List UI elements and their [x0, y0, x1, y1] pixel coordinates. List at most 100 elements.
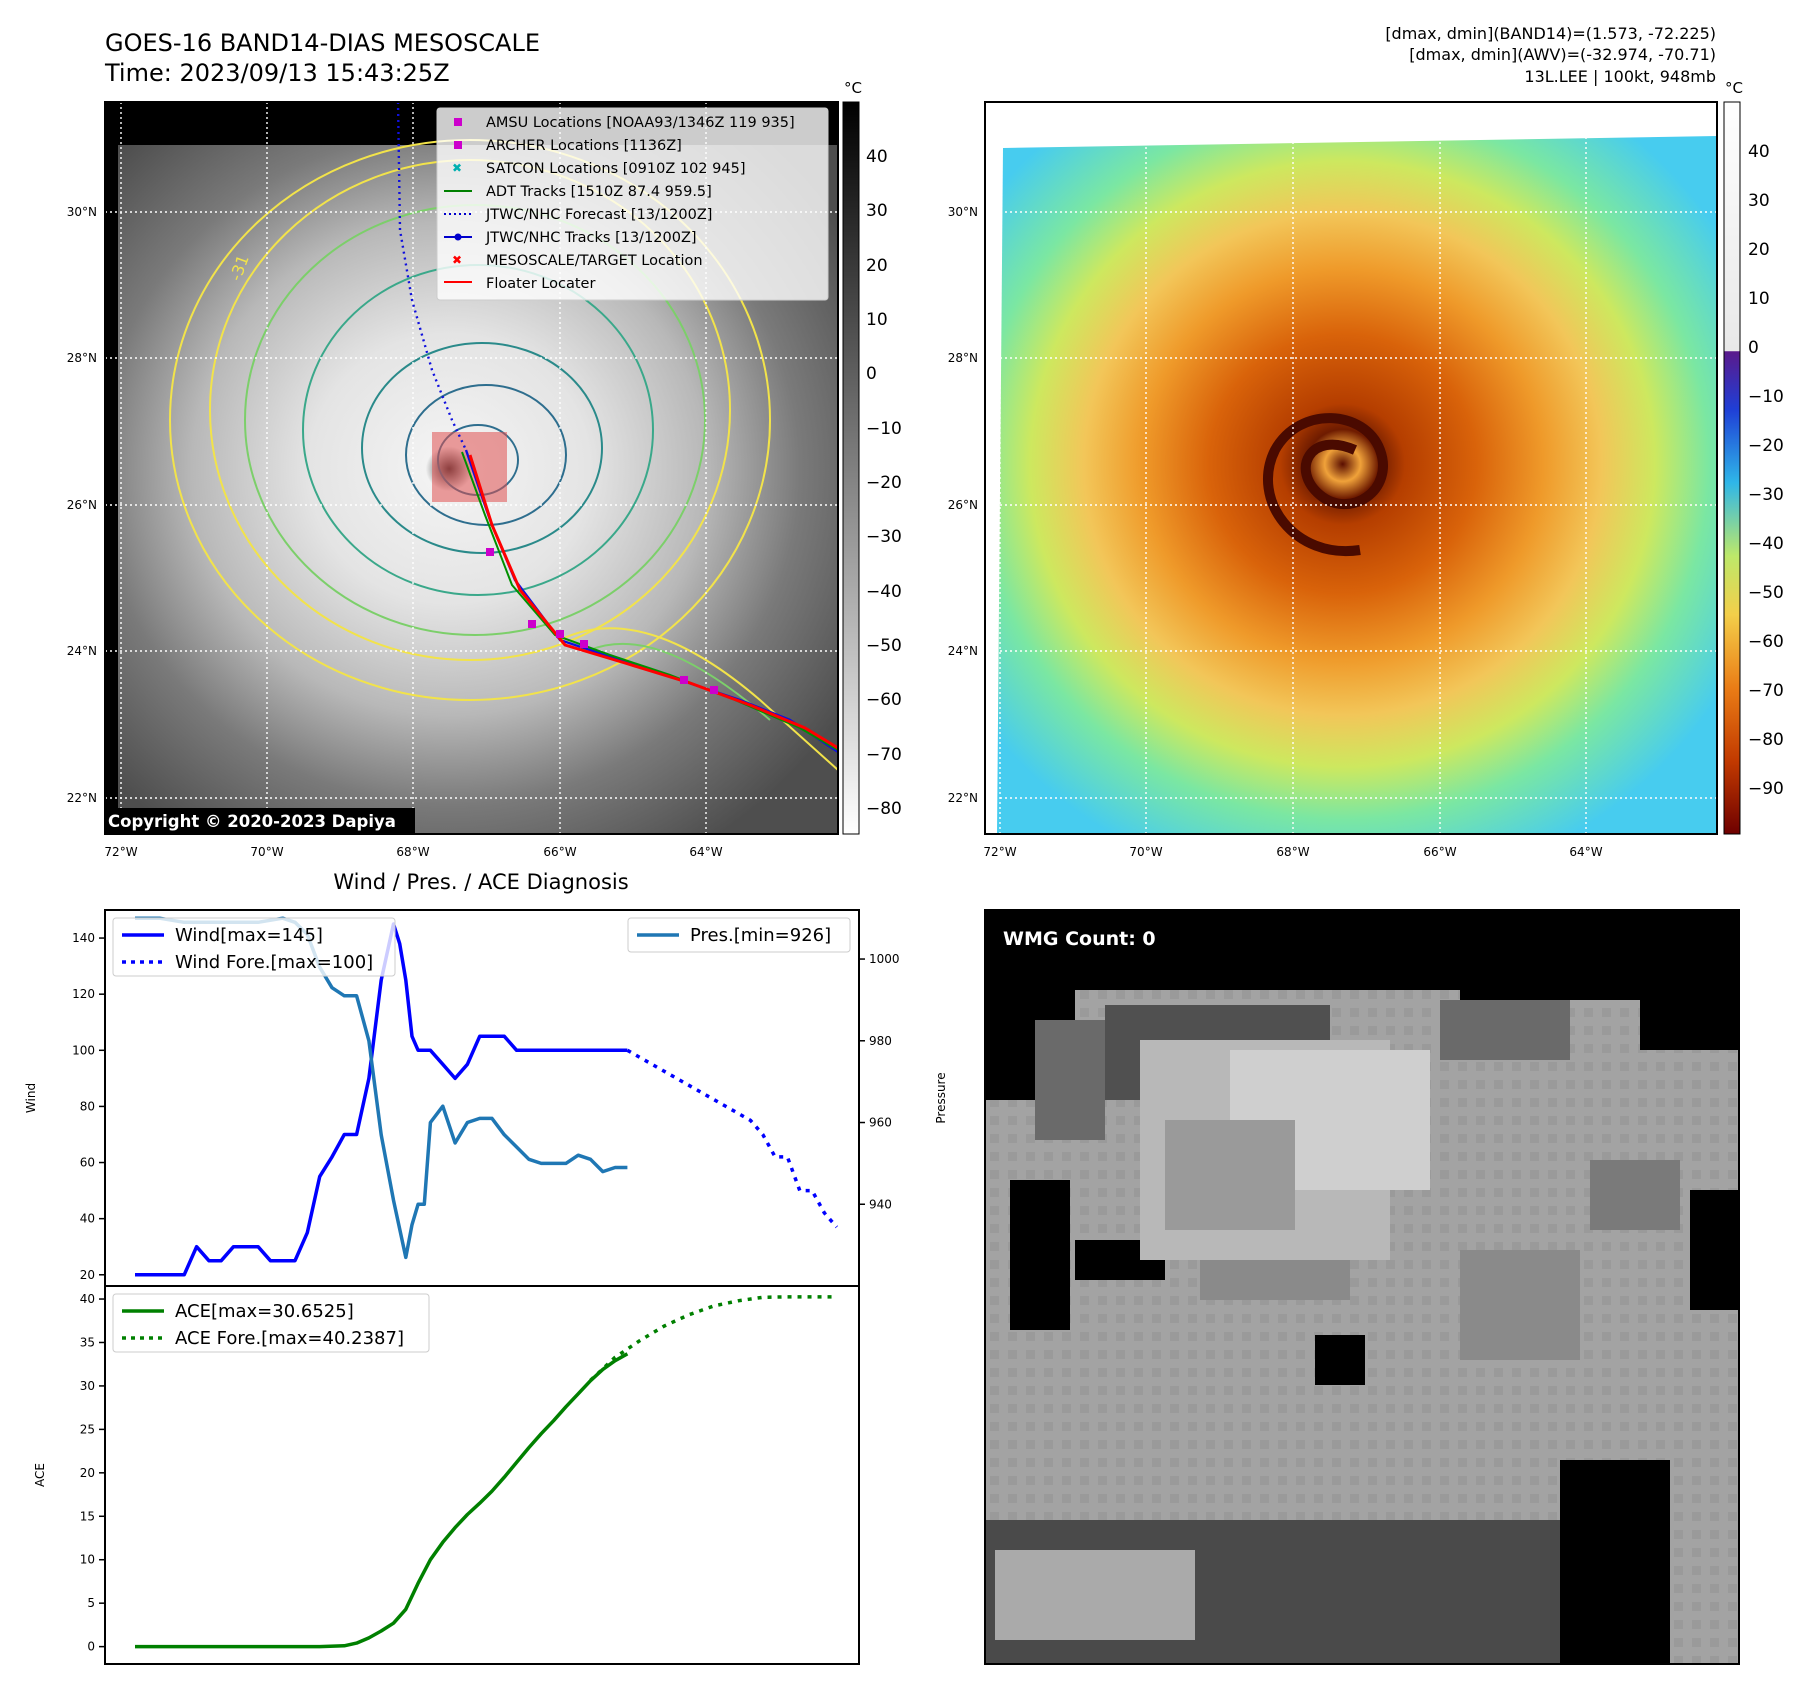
- wind-pressure-chart: Wind Pressure 20 40 60 80 100 120 140 940 960 980…: [24, 909, 948, 1287]
- color-cb-tick-m30: −30: [1748, 485, 1784, 505]
- gray-colorbar-unit: °C: [844, 79, 862, 97]
- wind-ytick-label: 20: [80, 1268, 95, 1282]
- diagnosis-title: Wind / Pres. / ACE Diagnosis: [333, 870, 628, 894]
- ace-ytick-label: 35: [80, 1335, 95, 1349]
- color-cb-tick-30: 30: [1748, 191, 1770, 211]
- ace-ytick-label: 25: [80, 1422, 95, 1436]
- lon-label-66: 66°W: [543, 845, 576, 859]
- gray-cb-tick-m60: −60: [866, 690, 902, 710]
- gray-cb-tick-20: 20: [866, 256, 888, 276]
- adt-track: [461, 451, 838, 751]
- gray-cb-tick-0: 0: [866, 364, 877, 384]
- lat-label-28: 28°N: [67, 351, 97, 365]
- lon-label-70: 70°W: [250, 845, 283, 859]
- gray-cb-tick-30: 30: [866, 201, 888, 221]
- wind-ytick-label: 120: [72, 987, 95, 1001]
- wind-ytick-label: 100: [72, 1043, 95, 1057]
- wind-fore-legend-label: Wind Fore.[max=100]: [175, 952, 373, 973]
- left-lon-labels: 72°W 70°W 68°W 66°W 64°W: [104, 845, 722, 859]
- lat-label-30: 30°N: [67, 205, 97, 219]
- lat-label-22: 22°N: [67, 791, 97, 805]
- mesoscale-target-box: [432, 432, 507, 502]
- color-cb-tick-m90: −90: [1748, 779, 1784, 799]
- wmg-panel: WMG Count: 0: [984, 909, 1740, 1665]
- legend-label-jtwc-track: JTWC/NHC Tracks [13/1200Z]: [485, 230, 697, 246]
- wind-series-1-line: [626, 1048, 839, 1229]
- pressure-axis-label: Pressure: [934, 1072, 948, 1123]
- color-cb-tick-m60: −60: [1748, 632, 1784, 652]
- figure-title-line2: Time: 2023/09/13 15:43:25Z: [104, 59, 450, 87]
- color-colorbar-unit: °C: [1725, 79, 1743, 97]
- color-lat-label-24: 24°N: [948, 644, 978, 658]
- ace-ytick-label: 15: [80, 1509, 95, 1523]
- color-cb-tick-m10: −10: [1748, 387, 1784, 407]
- gray-cb-tick-m40: −40: [866, 582, 902, 602]
- lon-label-64: 64°W: [689, 845, 722, 859]
- ace-series-1-line: [589, 1295, 837, 1382]
- ace-ytick-label: 5: [87, 1596, 95, 1610]
- ace-ytick-label: 30: [80, 1379, 95, 1393]
- legend-label-archer: ARCHER Locations [1136Z]: [486, 138, 682, 154]
- ace-ytick-label: 40: [80, 1292, 95, 1306]
- color-cb-tick-m70: −70: [1748, 681, 1784, 701]
- color-cb-tick-0: 0: [1748, 338, 1759, 358]
- legend-marker-archer: [454, 141, 462, 149]
- eye-spiral: [1263, 413, 1388, 557]
- color-lon-label-68: 68°W: [1276, 845, 1309, 859]
- legend-label-satcon: SATCON Locations [0910Z 102 945]: [486, 161, 745, 177]
- lat-label-24: 24°N: [67, 644, 97, 658]
- color-lon-label-66: 66°W: [1423, 845, 1456, 859]
- legend-marker-satcon: ✖: [452, 161, 462, 175]
- ace-ytick-label: 20: [80, 1466, 95, 1480]
- color-cb-tick-m40: −40: [1748, 534, 1784, 554]
- gray-cb-tick-m50: −50: [866, 636, 902, 656]
- lat-label-26: 26°N: [67, 498, 97, 512]
- gray-cb-tick-m80: −80: [866, 799, 902, 819]
- figure-title-line1: GOES-16 BAND14-DIAS MESOSCALE: [105, 29, 540, 57]
- ace-chart: ACE 0 5 10 15 20 25 30 35 40 ACE[max=30.6525] AC…: [33, 1285, 860, 1665]
- ace-legend: ACE[max=30.6525] ACE Fore.[max=40.2387]: [112, 1293, 430, 1353]
- color-lon-label-70: 70°W: [1129, 845, 1162, 859]
- gray-cb-tick-m10: −10: [866, 419, 902, 439]
- color-cb-tick-m20: −20: [1748, 436, 1784, 456]
- color-cb-tick-m50: −50: [1748, 583, 1784, 603]
- pressure-legend-label: Pres.[min=926]: [690, 925, 831, 946]
- wind-ytick-label: 40: [80, 1212, 95, 1226]
- gray-cb-tick-m30: −30: [866, 527, 902, 547]
- wind-y2tick-label: 940: [869, 1197, 892, 1211]
- legend-marker-jtwc-dot: [454, 233, 462, 241]
- amsu-markers: [486, 548, 718, 694]
- wind-legend: Wind[max=145] Wind Fore.[max=100] Pres.[…: [112, 917, 851, 977]
- legend-marker-amsu: [454, 118, 462, 126]
- legend-label-target: MESOSCALE/TARGET Location: [486, 253, 703, 269]
- color-colorbar: °C 40 30 20 10 0 −10 −20 −30 −40 −50 −60…: [1723, 79, 1784, 835]
- wind-y2tick-label: 960: [869, 1116, 892, 1130]
- jtwc-forecast-track: [396, 102, 468, 451]
- wmg-count-label: WMG Count: 0: [1003, 928, 1156, 950]
- ace-ytick-label: 10: [80, 1553, 95, 1567]
- wind-ytick-label: 140: [72, 931, 95, 945]
- left-lat-labels: 30°N 28°N 26°N 24°N 22°N: [67, 205, 97, 805]
- ace-axis-label: ACE: [33, 1463, 47, 1487]
- gray-cb-tick-m20: −20: [866, 473, 902, 493]
- ace-legend-label: ACE[max=30.6525]: [175, 1301, 354, 1322]
- ace-ytick-label: 0: [87, 1640, 95, 1654]
- color-cb-tick-m80: −80: [1748, 730, 1784, 750]
- wind-legend-label: Wind[max=145]: [175, 925, 323, 946]
- lon-label-72: 72°W: [104, 845, 137, 859]
- legend-label-adt: ADT Tracks [1510Z 87.4 959.5]: [486, 184, 712, 200]
- color-lat-label-22: 22°N: [948, 791, 978, 805]
- legend-label-floater: Floater Locater: [486, 276, 595, 292]
- color-lat-label-30: 30°N: [948, 205, 978, 219]
- color-lon-label-64: 64°W: [1569, 845, 1602, 859]
- ace-series-0-line: [135, 1352, 629, 1649]
- color-cb-tick-20: 20: [1748, 240, 1770, 260]
- color-cb-tick-40: 40: [1748, 142, 1770, 162]
- copyright-label: Copyright © 2020-2023 Dapiya: [108, 812, 396, 831]
- map-contours: [169, 139, 838, 771]
- wind-ticks: 20 40 60 80 100 120 140 940 960 980 1000: [72, 931, 899, 1282]
- ace-ticks: 0 5 10 15 20 25 30 35 40: [80, 1292, 105, 1654]
- legend-label-jtwc-forecast: JTWC/NHC Forecast [13/1200Z]: [485, 207, 712, 223]
- wind-ytick-label: 80: [80, 1099, 95, 1113]
